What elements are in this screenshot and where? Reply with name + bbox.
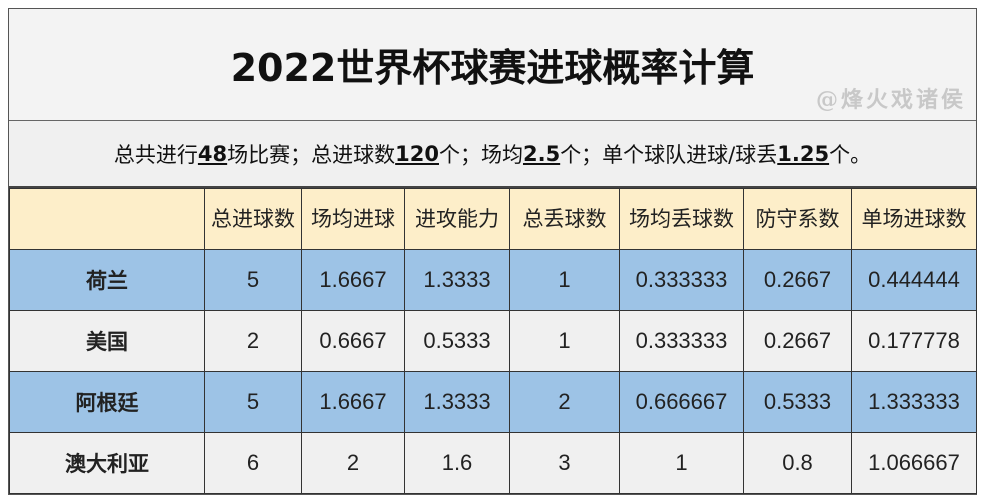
team-name: 荷兰 [9,249,205,311]
column-header: 总进球数 [204,188,302,250]
table-cell: 1.6 [404,432,510,494]
table-cell: 2 [301,432,405,494]
title-band: 2022世界杯球赛进球概率计算 @烽火戏诸侯 [9,9,976,121]
watermark: @烽火戏诸侯 [815,87,966,113]
table-cell: 1 [619,432,744,494]
column-header: 场均丢球数 [619,188,744,250]
table-cell: 0.2667 [743,249,852,311]
column-header: 单场进球数 [851,188,977,250]
table-row: 荷兰 5 1.6667 1.3333 1 0.333333 0.2667 0.444444 [9,249,977,311]
summary-value: 2.5 [522,141,561,166]
table-cell: 1.3333 [404,249,510,311]
table-row: 澳大利亚 6 2 1.6 3 1 0.8 1.066667 [9,432,977,494]
table-cell: 0.444444 [851,249,977,311]
summary-value: 120 [395,141,439,166]
table-row: 美国 2 0.6667 0.5333 1 0.333333 0.2667 0.177778 [9,310,977,372]
team-name: 澳大利亚 [9,432,205,494]
summary-line: 总共进行 48 场比赛；总进球数 120 个；场均 2.5 个；单个球队进球/球丢 1.25 个… [9,121,976,188]
table-cell: 0.333333 [619,249,744,311]
spreadsheet: 2022世界杯球赛进球概率计算 @烽火戏诸侯 总共进行 48 场比赛；总进球数 120… [8,8,977,495]
summary-value: 48 [197,141,228,166]
column-header: 进攻能力 [404,188,510,250]
table-cell: 0.5333 [743,371,852,433]
table-cell: 2 [509,371,620,433]
table-cell: 1 [509,310,620,372]
table-cell: 0.6667 [301,310,405,372]
summary-text: 总共进行 [113,142,198,167]
table-cell: 0.177778 [851,310,977,372]
table-cell: 0.8 [743,432,852,494]
column-header [9,188,205,250]
table-cell: 0.5333 [404,310,510,372]
summary-text: 个。 [829,142,872,167]
header-row: 总进球数 场均进球 进攻能力 总丢球数 场均丢球数 防守系数 单场进球数 [9,188,977,250]
table-cell: 2 [204,310,302,372]
summary-text: 场比赛；总进球数 [227,142,396,167]
table-cell: 1.6667 [301,371,405,433]
table-cell: 1.3333 [404,371,510,433]
column-header: 防守系数 [743,188,852,250]
data-table: 总进球数 场均进球 进攻能力 总丢球数 场均丢球数 防守系数 单场进球数 荷兰 5 1.6667 1… [9,188,977,494]
page-title: 2022世界杯球赛进球概率计算 [230,46,755,90]
table-cell: 1.066667 [851,432,977,494]
table-cell: 5 [204,249,302,311]
table-cell: 0.666667 [619,371,744,433]
summary-value: 1.25 [777,141,830,166]
column-header: 场均进球 [301,188,405,250]
table-cell: 6 [204,432,302,494]
table-cell: 5 [204,371,302,433]
table-cell: 1.6667 [301,249,405,311]
table-row: 阿根廷 5 1.6667 1.3333 2 0.666667 0.5333 1.333333 [9,371,977,433]
column-header: 总丢球数 [509,188,620,250]
summary-text: 个；场均 [438,142,523,167]
team-name: 阿根廷 [9,371,205,433]
table-cell: 0.2667 [743,310,852,372]
table-cell: 3 [509,432,620,494]
team-name: 美国 [9,310,205,372]
table-cell: 1 [509,249,620,311]
summary-text: 个；单个球队进球/球丢 [560,142,778,167]
table-cell: 0.333333 [619,310,744,372]
table-cell: 1.333333 [851,371,977,433]
